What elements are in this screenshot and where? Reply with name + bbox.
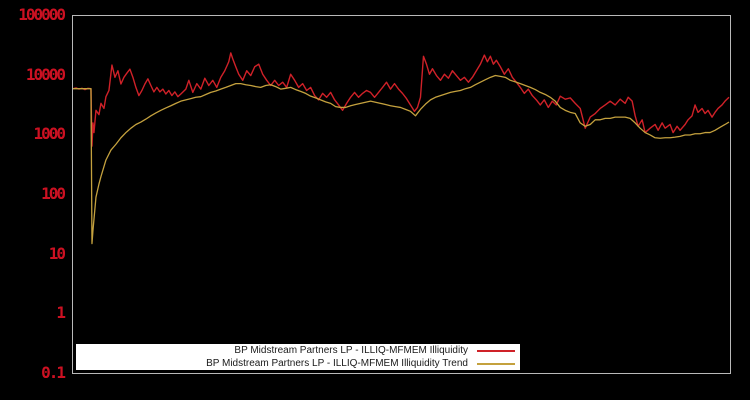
plot-area: BP Midstream Partners LP - ILLIQ-MFMEM I…: [72, 15, 731, 374]
y-tick-label: 1000: [33, 124, 66, 144]
y-tick-label: 100: [41, 184, 66, 203]
legend-line-sample-illiquidity: [477, 349, 515, 352]
y-tick-label: 10: [48, 243, 66, 263]
legend: BP Midstream Partners LP - ILLIQ-MFMEM I…: [76, 344, 520, 370]
legend-label-illiquidity: BP Midstream Partners LP - ILLIQ-MFMEM I…: [234, 344, 468, 356]
line-chart: [73, 52, 730, 245]
legend-item-trend: BP Midstream Partners LP - ILLIQ-MFMEM I…: [76, 357, 520, 370]
series-line-illiquidity: [73, 52, 730, 147]
legend-item-illiquidity: BP Midstream Partners LP - ILLIQ-MFMEM I…: [76, 344, 520, 357]
y-tick-label: 100000: [18, 5, 66, 24]
y-tick-label: 10000: [25, 64, 66, 84]
legend-label-trend: BP Midstream Partners LP - ILLIQ-MFMEM I…: [206, 357, 468, 369]
legend-line-sample-trend: [477, 362, 515, 365]
y-tick-label: 1: [56, 303, 66, 323]
series-line-trend: [73, 74, 730, 245]
y-tick-label: 0.1: [41, 363, 66, 382]
